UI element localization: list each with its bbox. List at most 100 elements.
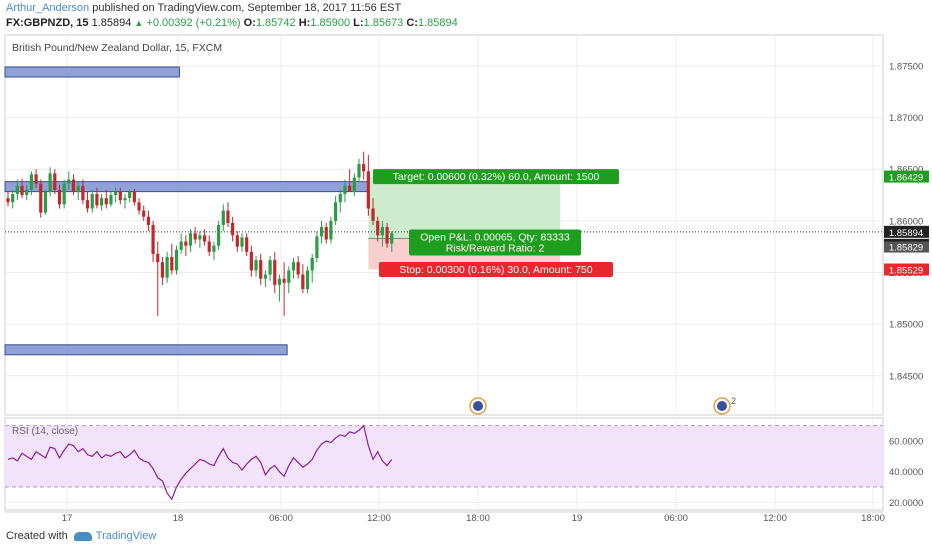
candle-body (338, 194, 342, 203)
candle-body (85, 200, 90, 209)
candle-body (277, 278, 282, 285)
chart-title: British Pound/New Zealand Dollar, 15, FX… (12, 42, 222, 54)
position-profit-zone (368, 176, 561, 239)
candle-body (25, 189, 29, 196)
candle-body (184, 241, 188, 246)
close-label: C: (406, 17, 418, 29)
candle-body (67, 179, 71, 184)
candle-body (114, 191, 118, 196)
candle-body (188, 233, 193, 246)
event-count-label: 2 (731, 396, 736, 406)
candle-body (362, 164, 366, 172)
candle-body (385, 227, 389, 244)
candle-body (207, 241, 211, 252)
stop-label-text: Stop: 0.00300 (0.16%) 30.0, Amount: 750 (399, 264, 592, 276)
candle-body (390, 233, 394, 244)
candle-body (352, 177, 356, 192)
symbol-info-bar: FX:GBPNZD, 15 1.85894 ▲ +0.00392 (+0.21%… (6, 17, 458, 29)
rsi-y-tick-label: 40.0000 (889, 467, 923, 478)
candle-body (273, 260, 277, 285)
candle-body (240, 237, 244, 247)
tradingview-logo-icon (73, 531, 92, 541)
y-tick-label: 1.86500 (889, 165, 923, 176)
candle-body (160, 262, 165, 278)
candle-body (357, 164, 361, 178)
x-tick-label: 12:00 (367, 513, 391, 524)
candle-body (329, 220, 333, 240)
low-label: L: (353, 17, 364, 29)
candle-body (202, 235, 207, 242)
candle-body (34, 174, 38, 184)
candle-body (282, 278, 286, 283)
low-value: 1.85673 (363, 17, 404, 29)
candle-body (376, 220, 380, 236)
high-value: 1.85900 (310, 17, 351, 29)
publish-info: Arthur_Anderson published on TradingView… (6, 2, 401, 14)
candle-body (287, 270, 291, 283)
price-change: +0.00392 (+0.21%) (146, 17, 241, 29)
target-price-label: 1.86429 (889, 173, 923, 184)
x-tick-label: 17 (62, 513, 73, 524)
y-tick-label: 1.87500 (889, 61, 923, 72)
candle-body (245, 237, 249, 252)
x-tick-label: 12:00 (763, 513, 787, 524)
rsi-y-tick-label: 20.0000 (889, 498, 923, 509)
author-link[interactable]: Arthur_Anderson (6, 2, 90, 14)
candle-body (305, 270, 310, 290)
rsi-y-tick-label: 60.0000 (889, 437, 923, 448)
x-tick-label: 18 (173, 513, 184, 524)
y-tick-label: 1.85000 (889, 320, 923, 331)
candle-body (380, 227, 384, 236)
candle-body (123, 198, 127, 201)
candle-body (57, 189, 62, 205)
candle-body (315, 236, 319, 259)
candle-body (174, 249, 179, 271)
candle-body (170, 257, 174, 271)
change-up-icon: ▲ (134, 18, 144, 28)
candle-body (249, 251, 253, 271)
x-tick-label: 19 (572, 513, 583, 524)
created-with-text: Created with (6, 530, 68, 542)
candle-body (137, 202, 141, 211)
candle-body (263, 274, 267, 279)
last-price-label-box (884, 225, 929, 238)
candle-body (324, 227, 328, 240)
symbol-label: FX:GBPNZD, 15 (6, 17, 89, 29)
candle-body (217, 225, 221, 246)
close-value: 1.85894 (417, 17, 458, 29)
tradingview-brand[interactable]: TradingView (73, 530, 157, 542)
candle-body (146, 216, 150, 225)
x-tick-label: 06:00 (269, 513, 293, 524)
candle-body (118, 191, 122, 201)
pnl-label-text: Risk/Reward Ratio: 2 (446, 243, 545, 255)
economic-event-flag-icon (717, 401, 727, 411)
candle-body (198, 235, 202, 240)
brand-label: TradingView (95, 530, 157, 542)
entry-price-label: 1.85829 (889, 243, 923, 254)
target-price-label-box (884, 170, 929, 183)
candle-body (259, 260, 263, 279)
candle-body (343, 185, 347, 195)
candle-body (20, 185, 24, 196)
high-label: H: (298, 17, 311, 29)
candle-body (291, 262, 296, 271)
candle-body (48, 173, 52, 192)
candle-body (366, 171, 370, 209)
candle-body (90, 194, 94, 209)
rsi-band (5, 425, 883, 487)
candle-body (156, 253, 160, 263)
candle-body (142, 210, 146, 217)
y-tick-label: 1.87000 (889, 113, 923, 124)
candle-body (268, 260, 272, 275)
pnl-label-text: Open P&L: 0.00065, Qty: 83333 (420, 232, 570, 244)
candle-body (104, 198, 108, 205)
candle-body (254, 260, 258, 271)
y-tick-label: 1.86000 (889, 216, 923, 227)
open-value: 1.85742 (255, 17, 296, 29)
pnl-label-box (409, 229, 581, 256)
stop-price-label: 1.85529 (889, 266, 923, 277)
candle-body (151, 225, 155, 254)
candle-body (11, 194, 15, 203)
candle-body (179, 241, 183, 250)
